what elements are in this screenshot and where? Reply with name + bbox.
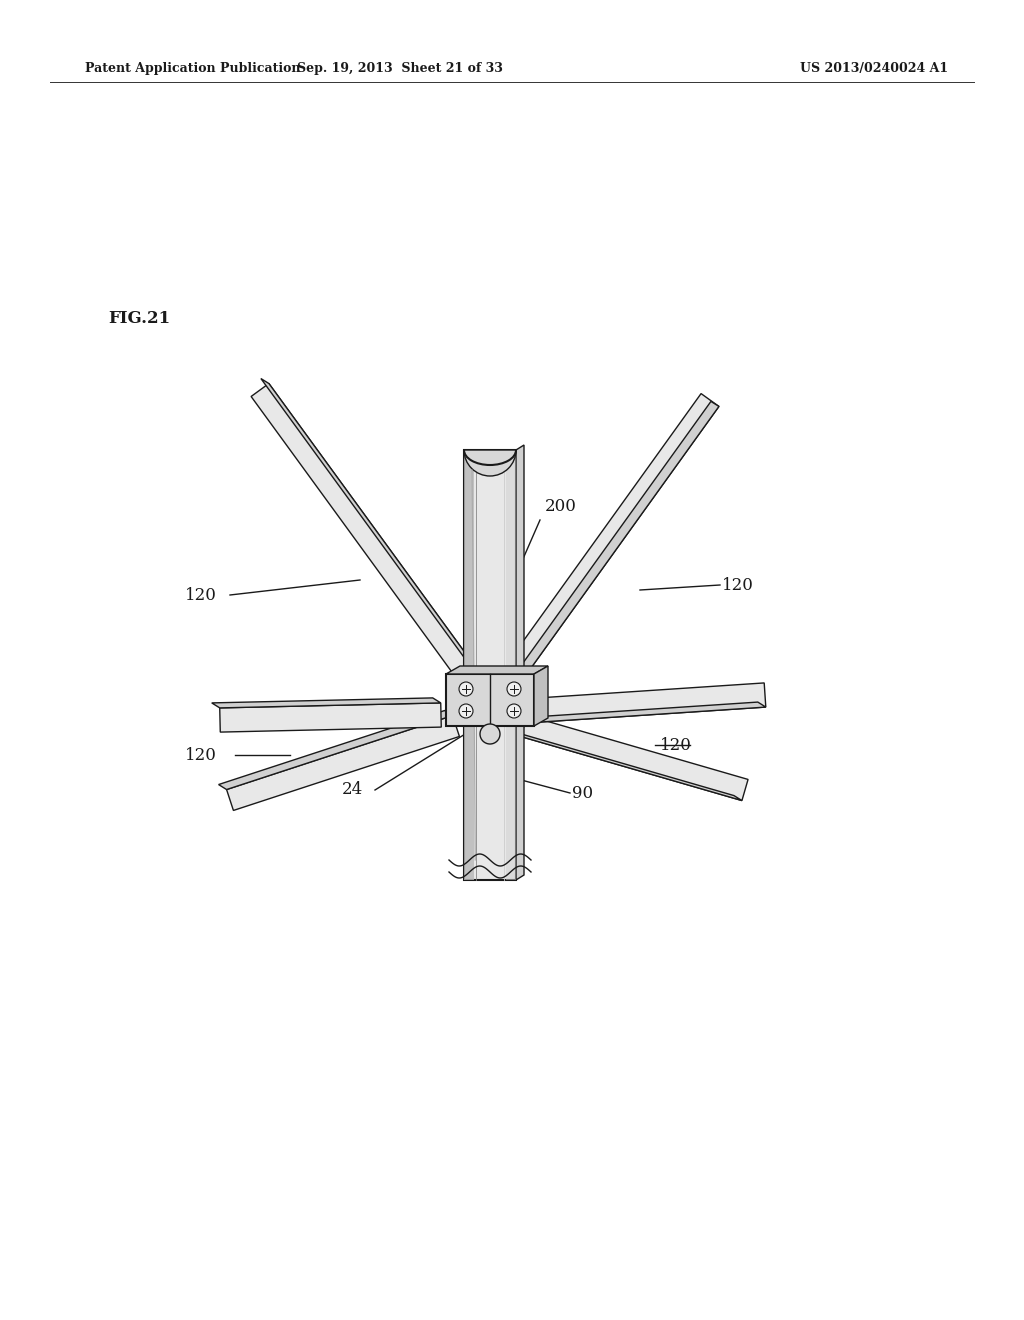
Polygon shape — [261, 379, 473, 664]
Polygon shape — [531, 702, 766, 722]
Bar — [446, 675, 534, 726]
Circle shape — [507, 682, 521, 696]
Text: 120: 120 — [185, 586, 217, 603]
Text: 200: 200 — [545, 498, 577, 515]
Polygon shape — [251, 384, 473, 676]
Polygon shape — [516, 445, 524, 880]
Polygon shape — [507, 393, 719, 676]
Wedge shape — [464, 450, 516, 477]
Polygon shape — [212, 698, 440, 708]
Text: 90: 90 — [572, 784, 593, 801]
Polygon shape — [513, 731, 742, 800]
Text: Sep. 19, 2013  Sheet 21 of 33: Sep. 19, 2013 Sheet 21 of 33 — [297, 62, 503, 75]
Text: US 2013/0240024 A1: US 2013/0240024 A1 — [800, 62, 948, 75]
Polygon shape — [220, 704, 441, 733]
Polygon shape — [446, 667, 548, 675]
Text: 120: 120 — [185, 747, 217, 763]
Bar — [464, 450, 516, 880]
Polygon shape — [539, 682, 766, 722]
Circle shape — [459, 704, 473, 718]
Circle shape — [480, 723, 500, 744]
Text: 24: 24 — [342, 781, 364, 799]
Polygon shape — [517, 401, 719, 676]
Polygon shape — [226, 715, 460, 810]
Polygon shape — [534, 667, 548, 726]
Bar — [506, 450, 516, 880]
Text: 120: 120 — [660, 737, 692, 754]
Text: 120: 120 — [722, 577, 754, 594]
Polygon shape — [218, 710, 453, 789]
Text: FIG.21: FIG.21 — [108, 310, 170, 327]
Polygon shape — [521, 715, 749, 800]
Bar — [464, 450, 474, 880]
Circle shape — [459, 682, 473, 696]
Text: Patent Application Publication: Patent Application Publication — [85, 62, 300, 75]
Circle shape — [507, 704, 521, 718]
